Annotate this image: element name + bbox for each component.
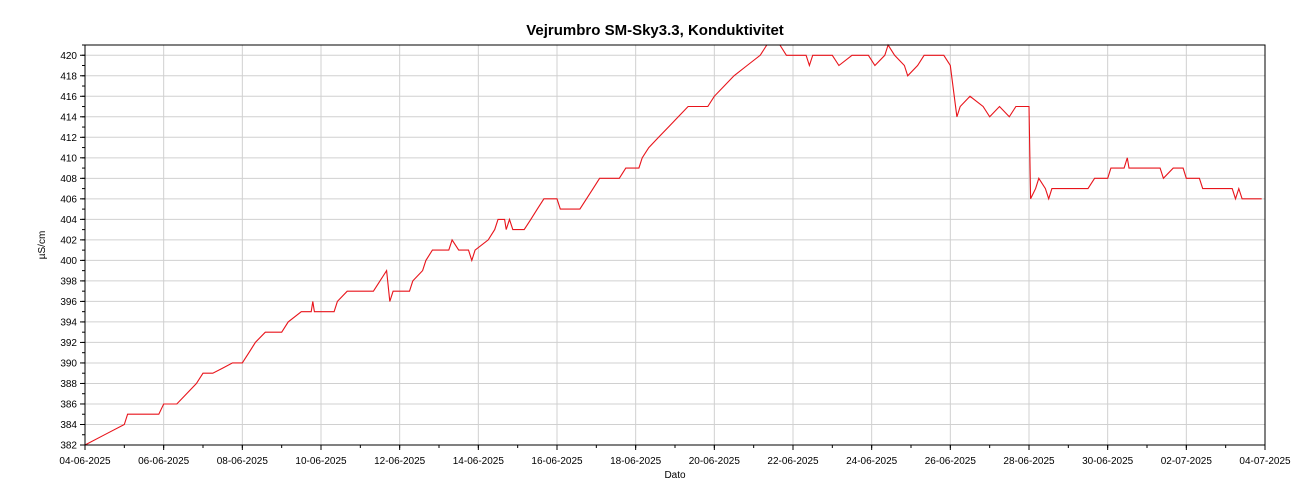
series-line (84, 43, 1262, 446)
y-tick-label: 386 (60, 399, 77, 410)
y-tick-label: 414 (60, 112, 77, 123)
x-axis-ticks: 04-06-2025 06-06-2025 08-06-2025 10-06-2025… (59, 445, 1291, 467)
x-tick-label: 26-06-2025 (925, 456, 977, 467)
y-tick-label: 390 (60, 358, 77, 369)
y-tick-label: 382 (60, 441, 77, 452)
y-axis-ticks: 382 384 386 388 390 392 394 396 398 400 402 404 406 4… (60, 44, 85, 452)
x-tick-label: 30-06-2025 (1082, 456, 1134, 467)
x-tick-label: 04-07-2025 (1239, 456, 1291, 467)
y-tick-label: 408 (60, 174, 77, 185)
y-tick-label: 400 (60, 256, 77, 267)
y-tick-label: 420 (60, 51, 77, 62)
x-tick-label: 04-06-2025 (59, 456, 111, 467)
y-tick-label: 402 (60, 235, 77, 246)
x-tick-label: 16-06-2025 (531, 456, 583, 467)
x-tick-label: 20-06-2025 (689, 456, 741, 467)
y-tick-label: 410 (60, 153, 77, 164)
x-axis-label: Dato (664, 470, 686, 481)
y-tick-label: 394 (60, 317, 77, 328)
data-series (84, 43, 1262, 446)
x-tick-label: 14-06-2025 (453, 456, 505, 467)
y-tick-label: 406 (60, 194, 77, 205)
y-tick-label: 384 (60, 420, 77, 431)
y-tick-label: 396 (60, 297, 77, 308)
chart-title: Vejrumbro SM-Sky3.3, Konduktivitet (526, 22, 784, 39)
y-tick-label: 398 (60, 276, 77, 287)
plot-frame (84, 44, 1266, 446)
x-tick-label: 24-06-2025 (846, 456, 898, 467)
y-tick-label: 392 (60, 338, 77, 349)
y-tick-label: 404 (60, 215, 77, 226)
y-tick-label: 418 (60, 71, 77, 82)
x-tick-label: 10-06-2025 (295, 456, 347, 467)
x-tick-label: 02-07-2025 (1161, 456, 1213, 467)
x-tick-label: 06-06-2025 (138, 456, 190, 467)
y-tick-label: 388 (60, 379, 77, 390)
grid-lines (85, 45, 1265, 445)
y-axis-label: µS/cm (37, 231, 48, 260)
x-tick-label: 22-06-2025 (767, 456, 819, 467)
y-tick-label: 416 (60, 92, 77, 103)
x-tick-label: 12-06-2025 (374, 456, 426, 467)
x-tick-label: 18-06-2025 (610, 456, 662, 467)
x-tick-label: 08-06-2025 (217, 456, 269, 467)
y-tick-label: 412 (60, 133, 77, 144)
x-tick-label: 28-06-2025 (1003, 456, 1055, 467)
